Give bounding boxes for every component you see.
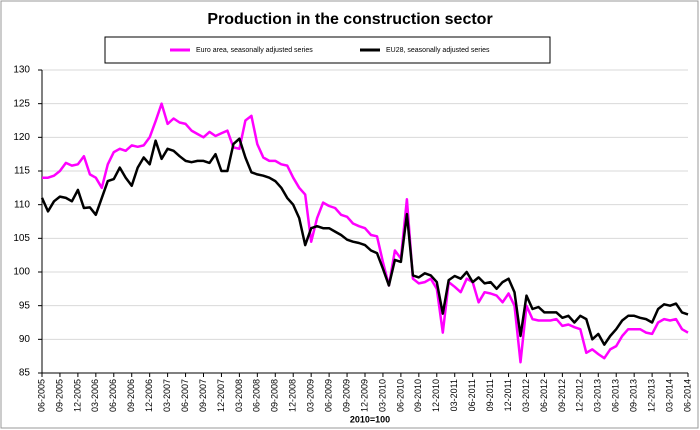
x-tick-label: 06-2012: [539, 379, 549, 412]
x-tick-label: 03-2014: [664, 379, 674, 412]
legend-label: EU28, seasonally adjusted series: [386, 47, 490, 54]
x-tick-label: 06-2011: [467, 379, 477, 411]
x-tick-label: 06-2014: [682, 379, 692, 412]
x-tick-label: 12-2013: [646, 379, 656, 412]
x-tick-label: 09-2009: [341, 379, 351, 412]
x-tick-label: 03-2013: [593, 379, 603, 412]
x-tick-label: 06-2013: [611, 379, 621, 412]
y-tick-label: 115: [14, 166, 30, 177]
x-tick-label: 06-2008: [252, 379, 262, 412]
x-tick-label: 03-2008: [234, 379, 244, 412]
x-tick-label: 12-2009: [359, 379, 369, 412]
y-tick-label: 85: [19, 368, 31, 379]
x-tick-label: 06-2007: [180, 379, 190, 412]
series-line: [42, 102, 689, 364]
x-tick-label: 09-2008: [270, 379, 280, 412]
x-tick-label: 09-2013: [629, 379, 639, 412]
y-tick-label: 105: [13, 233, 30, 244]
x-tick-label: 06-2006: [108, 379, 118, 412]
x-tick-label: 09-2010: [413, 379, 423, 412]
y-tick-label: 90: [19, 334, 31, 345]
legend-label: Euro area, seasonally adjusted series: [196, 47, 313, 54]
chart-title: Production in the construction sector: [207, 11, 492, 28]
x-tick-label: 03-2007: [162, 379, 172, 412]
x-tick-label: 03-2010: [377, 379, 387, 412]
x-tick-label: 12-2010: [431, 379, 441, 412]
x-tick-label: 06-2005: [36, 379, 46, 412]
y-tick-label: 125: [13, 98, 30, 109]
y-tick-label: 130: [13, 65, 30, 76]
x-tick-label: 03-2009: [306, 379, 316, 412]
x-tick-label: 09-2007: [198, 379, 208, 412]
x-tick-label: 12-2012: [575, 379, 585, 412]
y-tick-label: 95: [19, 300, 31, 311]
x-tick-label: 09-2012: [557, 379, 567, 412]
x-tick-label: 03-2012: [521, 379, 531, 412]
x-tick-label: 09-2006: [126, 379, 136, 412]
x-tick-label: 12-2007: [216, 379, 226, 412]
y-tick-label: 120: [13, 132, 30, 143]
x-axis-label: 2010=100: [350, 414, 390, 424]
x-tick-label: 06-2009: [323, 379, 333, 412]
x-tick-label: 06-2010: [395, 379, 405, 412]
x-tick-label: 09-2005: [54, 379, 64, 412]
y-tick-label: 100: [13, 267, 30, 278]
x-tick-label: 09-2011: [485, 379, 495, 411]
x-tick-label: 12-2005: [72, 379, 82, 412]
x-tick-label: 12-2006: [144, 379, 154, 412]
series-line: [40, 137, 689, 346]
x-tick-label: 03-2006: [90, 379, 100, 412]
x-tick-label: 12-2008: [288, 379, 298, 412]
x-tick-label: 03-2011: [449, 379, 459, 411]
x-tick-label: 12-2011: [503, 379, 513, 411]
y-tick-label: 110: [14, 199, 30, 210]
